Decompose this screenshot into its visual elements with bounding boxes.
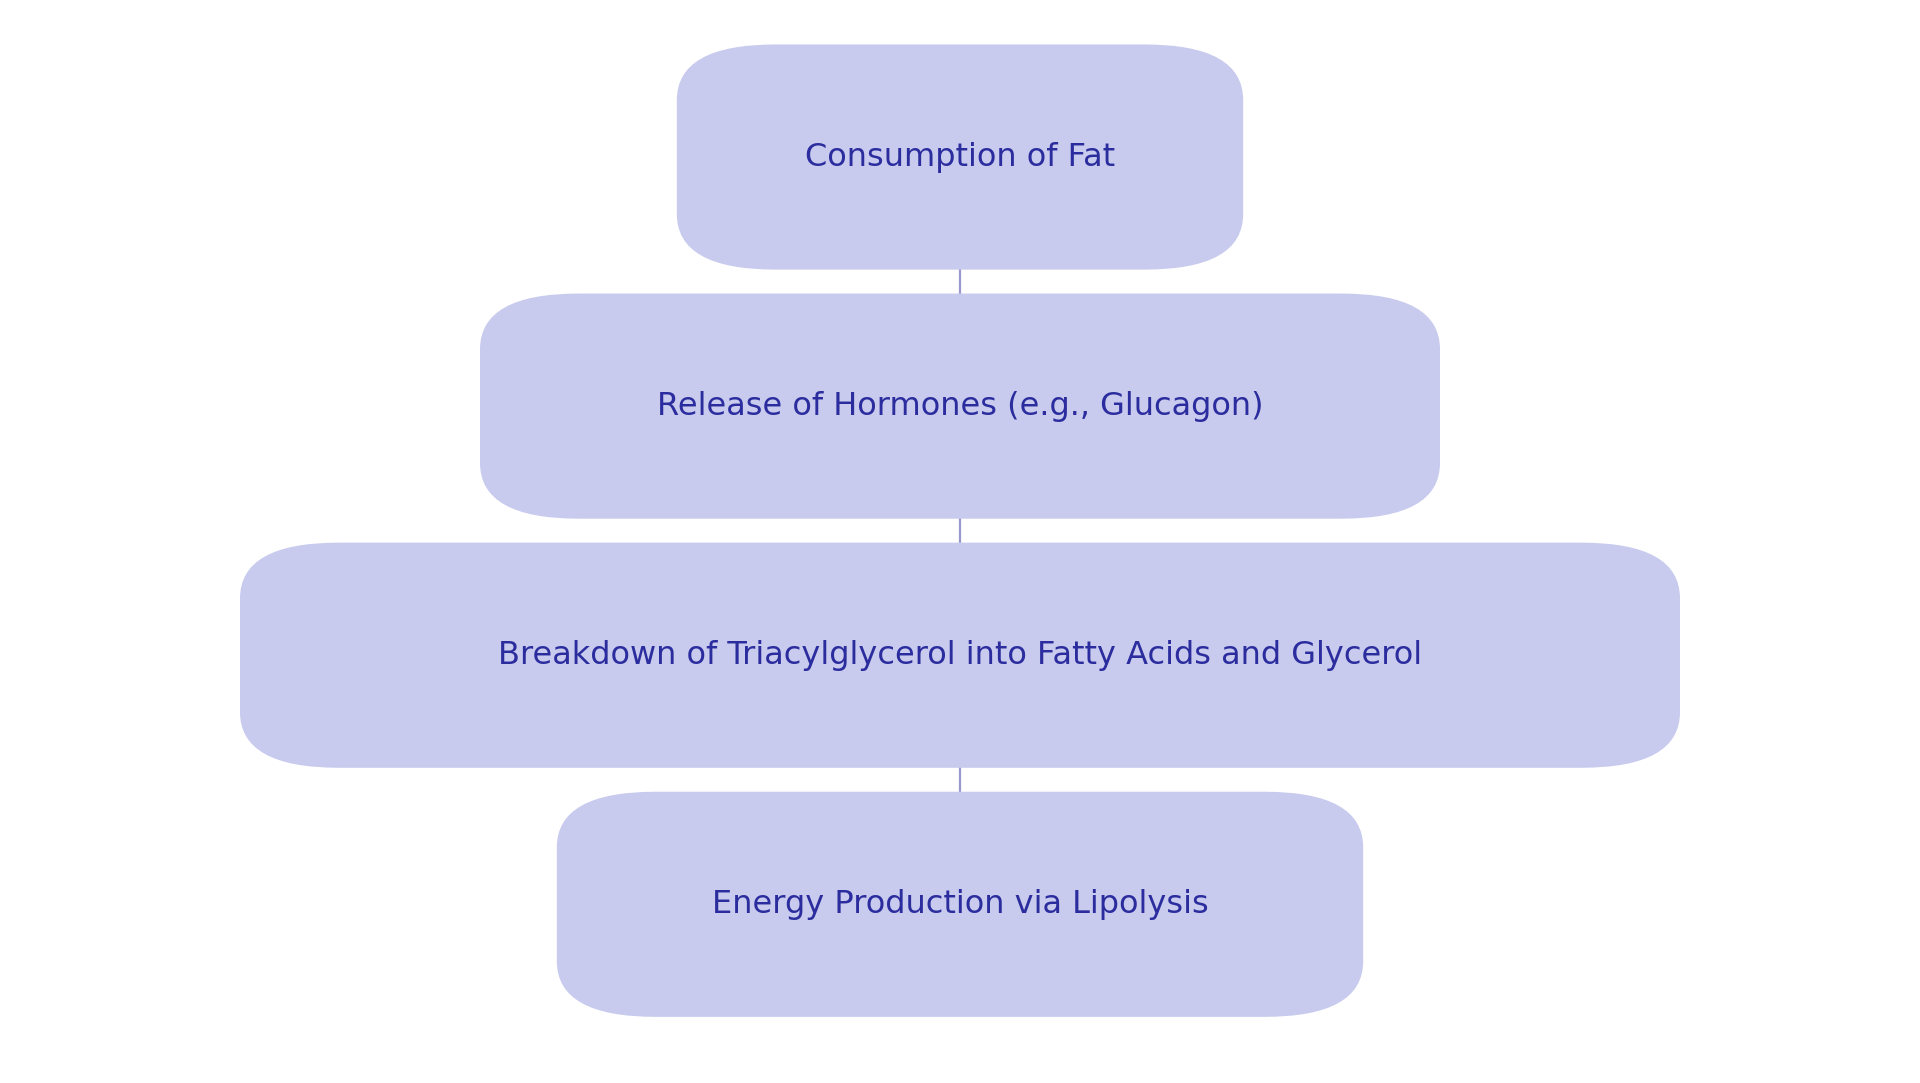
Text: Release of Hormones (e.g., Glucagon): Release of Hormones (e.g., Glucagon): [657, 391, 1263, 421]
Text: Breakdown of Triacylglycerol into Fatty Acids and Glycerol: Breakdown of Triacylglycerol into Fatty …: [497, 640, 1423, 670]
FancyBboxPatch shape: [480, 293, 1440, 519]
FancyBboxPatch shape: [678, 44, 1242, 270]
Text: Consumption of Fat: Consumption of Fat: [804, 142, 1116, 172]
FancyBboxPatch shape: [557, 792, 1363, 1017]
Text: Energy Production via Lipolysis: Energy Production via Lipolysis: [712, 889, 1208, 919]
FancyBboxPatch shape: [240, 543, 1680, 768]
